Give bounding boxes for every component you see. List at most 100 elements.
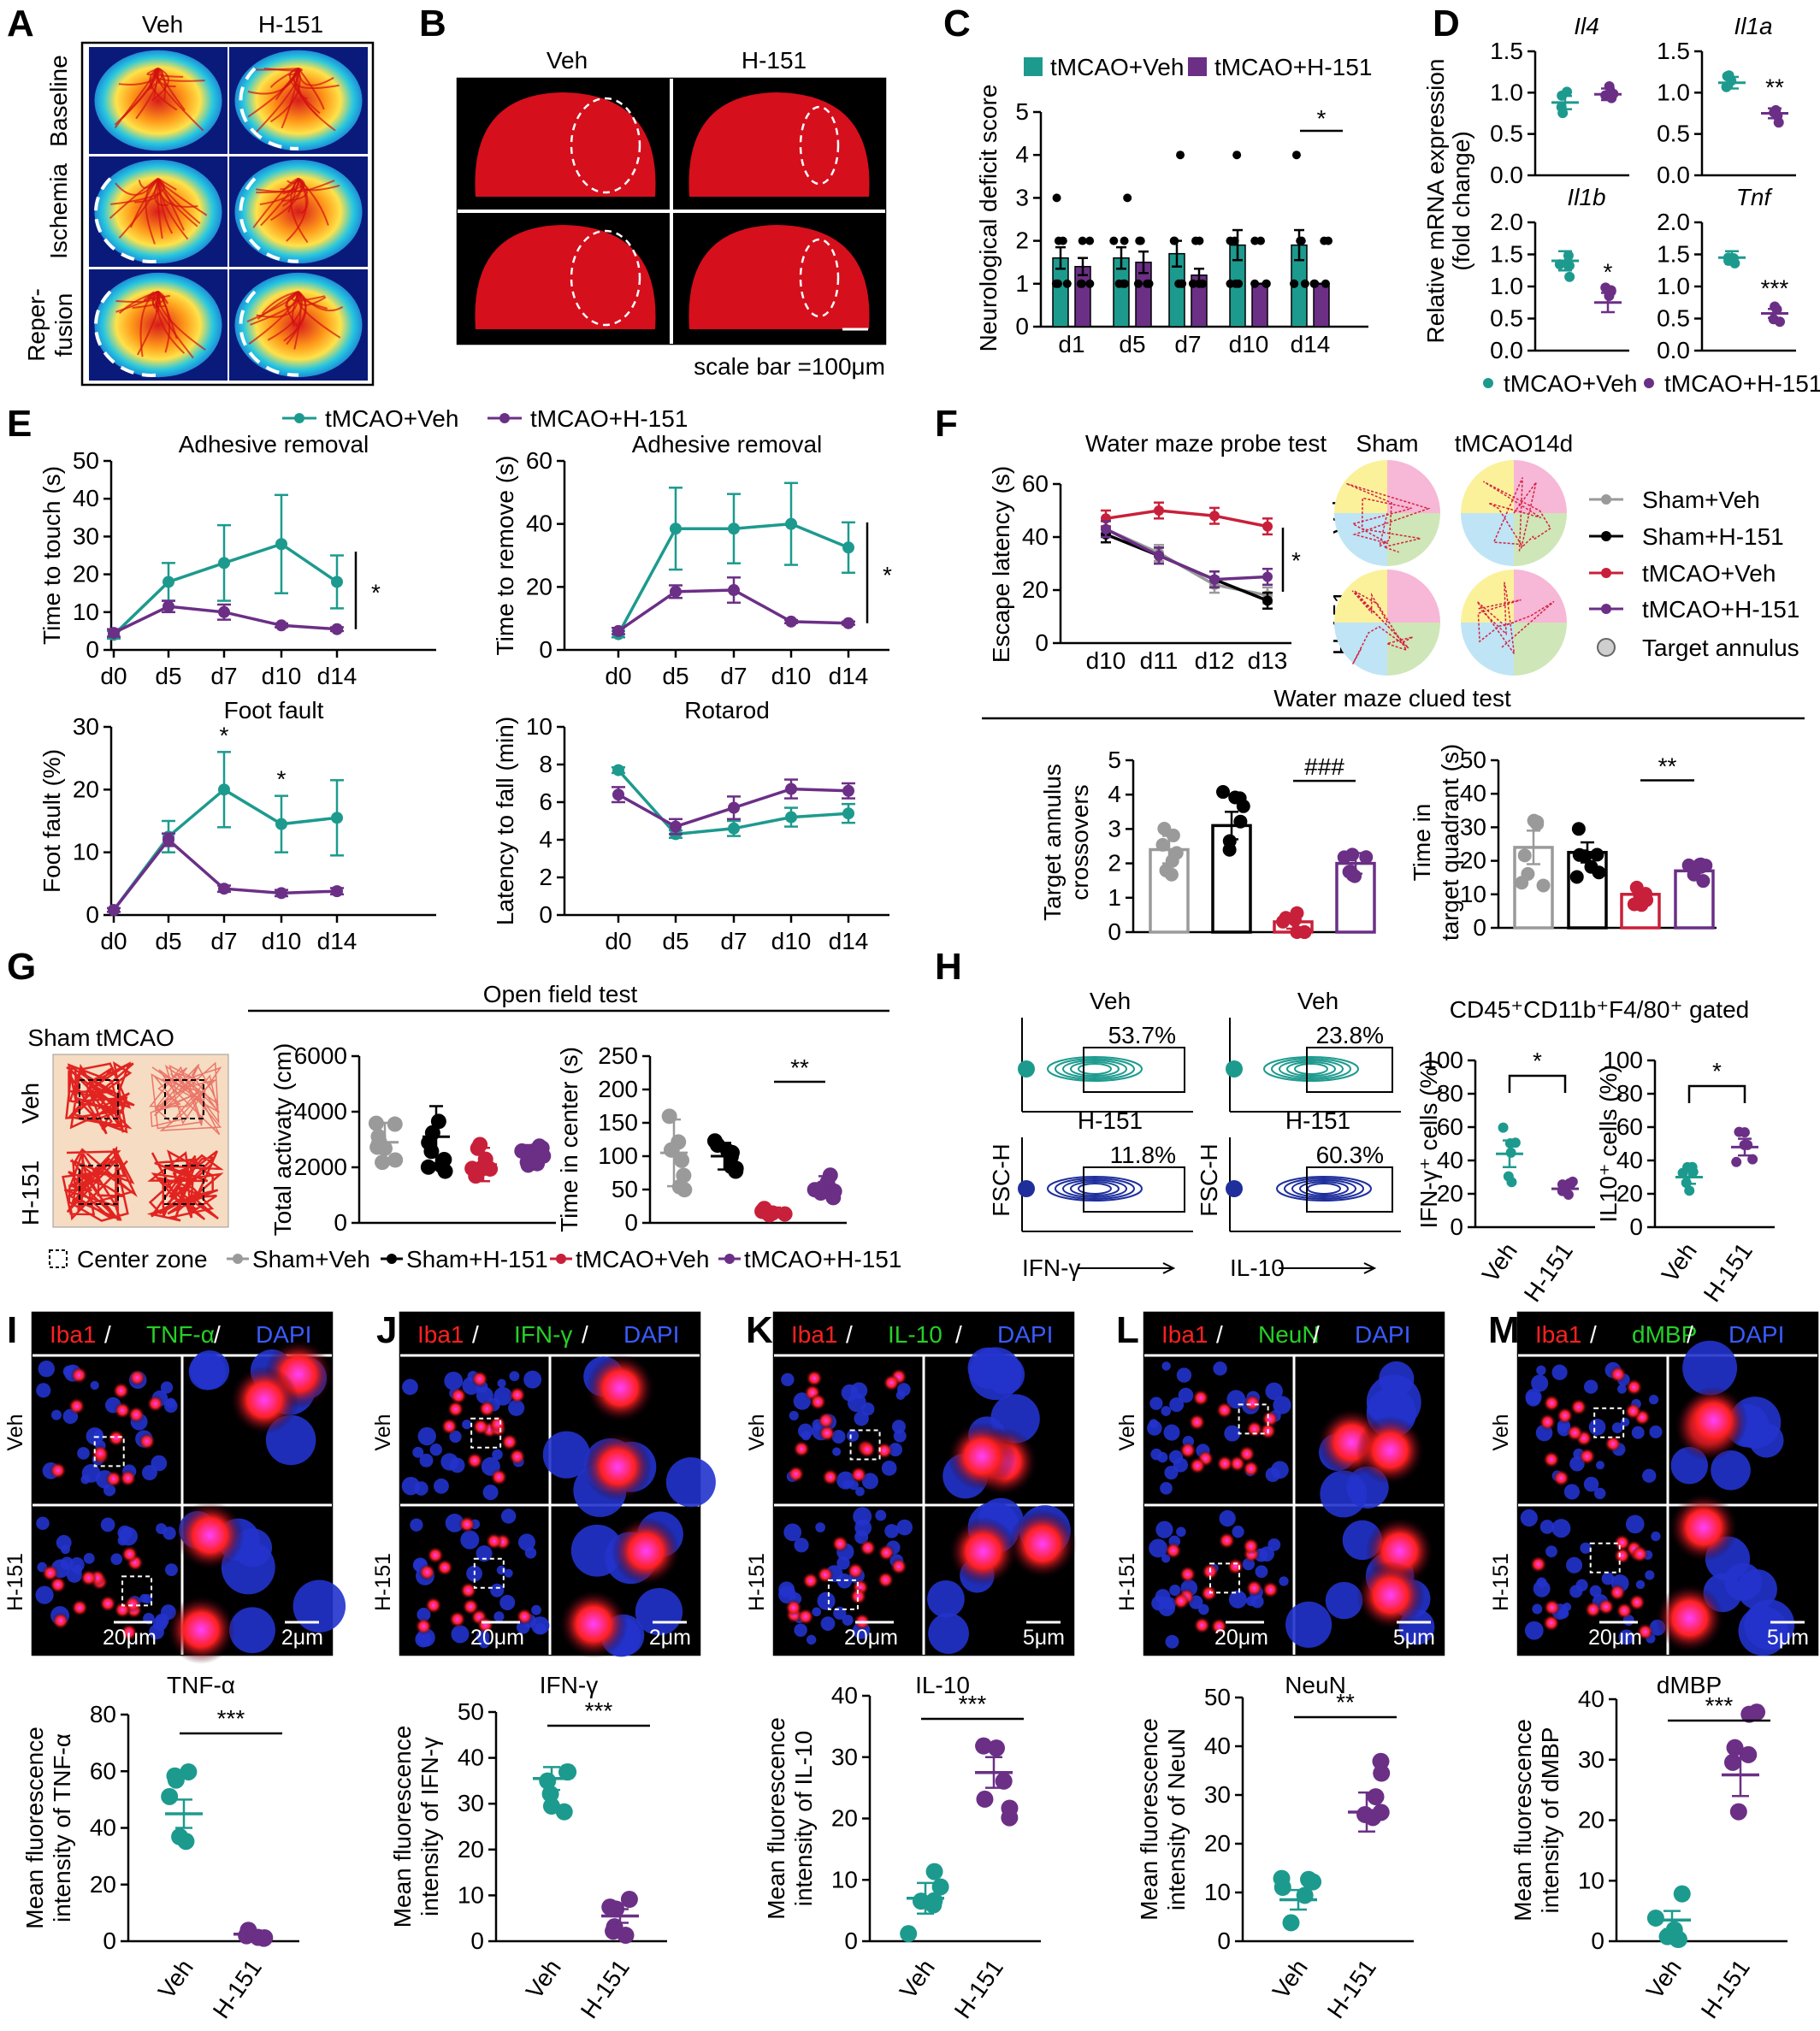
data-point (1359, 850, 1374, 865)
axis-title: Veh (17, 1083, 44, 1124)
microglia-cell (49, 1461, 67, 1479)
data-point (430, 1113, 446, 1130)
y-tick-label: 250 (598, 1042, 638, 1069)
data-point (1236, 799, 1250, 813)
marker-label: / (1590, 1321, 1597, 1348)
data-point (1726, 1739, 1744, 1756)
data-point (1276, 914, 1291, 929)
dapi-nucleus (1648, 1395, 1659, 1405)
column-label: tMCAO14d (1455, 430, 1574, 457)
vessel (130, 178, 159, 228)
data-point (1739, 1127, 1750, 1138)
y-tick-label: 30 (1460, 813, 1486, 840)
dapi-nucleus (1532, 1603, 1543, 1615)
column-label: Sham (27, 1024, 90, 1051)
microglia-cell (508, 1448, 526, 1466)
data-point (1159, 863, 1173, 877)
marker-label: IFN-γ (514, 1321, 572, 1348)
data-point (1300, 1870, 1318, 1888)
data-point (842, 784, 854, 797)
legend-marker (1601, 531, 1611, 541)
data-point (1157, 821, 1172, 835)
contour (1062, 1060, 1127, 1078)
microglia-cell (418, 1563, 436, 1581)
data-point (331, 623, 343, 635)
contour (1286, 1061, 1336, 1077)
data-point (1176, 151, 1185, 160)
microglia-cell (806, 1369, 824, 1387)
y-tick-label: 4 (1015, 141, 1029, 168)
vessel (118, 291, 159, 315)
x-tick-label: d13 (1248, 647, 1288, 674)
gate-percent: 53.7% (1108, 1022, 1176, 1048)
y-axis: 0 10 20 30 40 (831, 1682, 872, 1954)
data-point (1342, 865, 1356, 879)
gate-percent: 60.3% (1316, 1142, 1384, 1168)
data-point (1076, 279, 1085, 288)
contour (1055, 1058, 1135, 1080)
vessel (154, 68, 184, 78)
microglia-cell (440, 1417, 458, 1435)
vessel (145, 177, 159, 245)
x-tick-label: d0 (100, 928, 127, 954)
dapi-nucleus (1749, 1423, 1784, 1458)
dapi-nucleus (497, 1379, 506, 1388)
dapi-nucleus (1545, 1545, 1557, 1558)
y-tick-label: 0.5 (1490, 121, 1523, 147)
vessel (296, 291, 341, 339)
data-point (218, 557, 230, 570)
zoom-box (1238, 1403, 1269, 1435)
marker-label: Iba1 (1535, 1321, 1582, 1348)
x-tick-label: d14 (829, 928, 869, 954)
microglia-cell (471, 1370, 489, 1388)
data-point (1290, 279, 1299, 288)
dapi-nucleus (1631, 1426, 1645, 1439)
microglia-cell (583, 1432, 653, 1502)
microglia-cell (516, 1608, 534, 1626)
scale-bar-label: 5μm (1023, 1626, 1065, 1650)
event-cluster (1226, 1060, 1243, 1077)
zoom-box (827, 1579, 859, 1610)
data-point (785, 811, 797, 824)
microglia-cell (1584, 1601, 1602, 1619)
data-point (1120, 236, 1129, 245)
data-point (1262, 571, 1273, 582)
water-maze-image (1334, 460, 1440, 566)
dapi-nucleus (1593, 1487, 1606, 1500)
microglia-cell (1179, 1565, 1197, 1583)
contour (1279, 1060, 1344, 1078)
data-point (1634, 898, 1649, 912)
legend-label: tMCAO+H-151 (1214, 54, 1372, 80)
panel-letter: C (943, 3, 971, 44)
chart-title: Il1a (1734, 13, 1772, 39)
data-point (706, 1133, 723, 1149)
vessel (298, 68, 325, 110)
x-tick-label: d5 (155, 663, 181, 689)
microglia-cell (1242, 1460, 1260, 1478)
microglia-cell (1262, 1580, 1279, 1598)
axis-title: H-151 (3, 1553, 27, 1611)
axis-title: target quadrant (s) (1437, 744, 1463, 941)
marker-label: DAPI (1355, 1321, 1410, 1348)
microglia-cell (883, 1373, 901, 1391)
data-point (331, 885, 343, 898)
data-point (1262, 595, 1273, 606)
dapi-nucleus (542, 1431, 590, 1479)
y-tick-label: 4 (1108, 781, 1121, 807)
y-tick-label: 20 (73, 561, 99, 587)
y-tick-label: 1.5 (1490, 241, 1523, 268)
microglia-cell (1356, 1561, 1425, 1630)
data-point (1506, 1177, 1517, 1188)
dapi-nucleus (462, 1420, 472, 1430)
legend-marker (1597, 638, 1616, 657)
marker-label: Iba1 (791, 1321, 838, 1348)
data-point (539, 1772, 557, 1790)
microglia-cell (816, 1566, 834, 1584)
x-tick-label: H-151 (576, 1955, 635, 2023)
gate (1083, 1047, 1185, 1093)
microglia-cell (448, 1610, 466, 1628)
panel-letter: J (376, 1309, 397, 1351)
brain-section (688, 225, 870, 329)
dapi-nucleus (895, 1390, 906, 1400)
